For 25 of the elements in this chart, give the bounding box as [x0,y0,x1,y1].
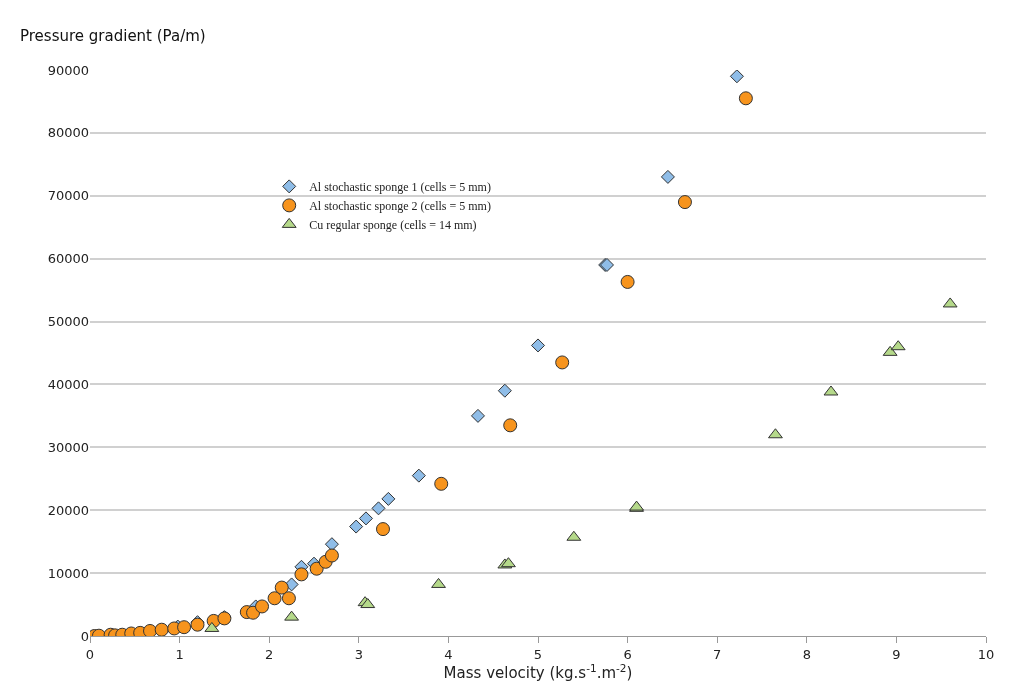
y-tick-label: 0 [80,628,89,644]
x-tick-label: 10 [977,646,995,662]
y-tick-label: 60000 [47,251,89,267]
x-tick-label: 9 [892,646,901,662]
y-tick-label: 40000 [47,376,89,392]
y-tick-label: 30000 [47,439,89,455]
legend-label: Al stochastic sponge 1 (cells = 5 mm) [309,180,491,195]
x-tick-label: 1 [175,646,184,662]
y-tick-label: 50000 [47,314,89,330]
y-tick-label: 20000 [47,502,89,518]
y-tick-label: 10000 [47,565,89,581]
x-tick-label: 7 [713,646,722,662]
x-tick-label: 5 [533,646,543,662]
x-axis-title: Mass velocity (kg.s$^{-1}$.m$^{-2}$) [443,661,633,682]
x-tick-label: 6 [623,646,632,662]
x-tick-label: 8 [802,646,811,662]
x-tick-label: 4 [444,646,453,662]
y-axis-title: Pressure gradient (Pa/m) [20,27,206,45]
legend-label: Al stochastic sponge 2 (cells = 5 mm) [309,199,491,214]
x-tick-label: 3 [354,646,363,662]
y-tick-label: 80000 [47,125,89,141]
y-tick-label: 90000 [47,62,89,78]
legend-label: Cu regular sponge (cells = 14 mm) [309,218,477,233]
x-tick-label: 2 [265,646,274,662]
y-tick-label: 70000 [47,188,89,204]
